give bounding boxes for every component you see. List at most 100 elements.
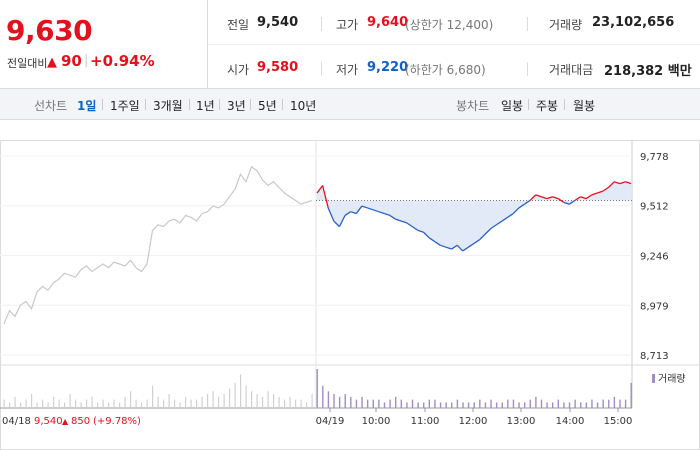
divider [219, 99, 220, 110]
volume-bar-today [350, 396, 352, 408]
volume-bar-prev-day [113, 399, 115, 408]
series-segment-today [327, 207, 335, 222]
amount-label: 거래대금 [549, 63, 594, 77]
period-10-year[interactable]: 10년 [290, 99, 317, 113]
period-5-year[interactable]: 5년 [258, 99, 277, 113]
divider [189, 99, 190, 110]
volume-bar-today [490, 399, 492, 408]
volume-bar-prev-day [245, 385, 247, 408]
volume-bar-prev-day [97, 402, 99, 408]
series-segment-today [529, 194, 537, 201]
divider [282, 99, 283, 110]
volume-bar-today [608, 399, 610, 408]
volume-bar-prev-day [201, 396, 203, 408]
series-segment-today [344, 211, 352, 216]
period-3-year[interactable]: 3년 [227, 99, 246, 113]
divider [528, 99, 529, 110]
series-segment-today [400, 220, 407, 224]
series-segment-today [585, 194, 593, 200]
prev-day-change-label: 850 [71, 416, 90, 427]
divider [527, 62, 528, 76]
x-tick-label: 14:00 [556, 416, 585, 427]
volume-bar-today [596, 402, 599, 408]
volume-bar-prev-day [69, 394, 71, 408]
volume-bar-prev-day [141, 402, 143, 408]
series-segment-today [384, 212, 391, 217]
period-1-year[interactable]: 1년 [196, 99, 215, 113]
series-segment-today [440, 244, 447, 248]
candle-monthly[interactable]: 월봉 [573, 99, 596, 113]
series-segment-today [473, 239, 480, 244]
period-1-week[interactable]: 1주일 [110, 99, 140, 113]
y-tick-label: 9,778 [640, 152, 669, 163]
volume-bar-prev-day [179, 402, 181, 408]
volume-bar-prev-day [218, 396, 220, 408]
x-tick-label: 12:00 [459, 416, 488, 427]
prev-close-label: 전일 [227, 18, 250, 32]
volume-bar-today [473, 402, 475, 408]
candle-daily[interactable]: 일봉 [501, 99, 524, 113]
volume-bar-prev-day [130, 391, 132, 408]
y-tick-label: 9,512 [640, 202, 669, 213]
volume-bar-today [624, 399, 627, 408]
series-segment-today [479, 233, 486, 241]
volume-bar-today [546, 402, 548, 408]
volume-bar-prev-day [152, 385, 154, 408]
volume-bar-prev-day [135, 399, 137, 408]
high-label: 고가 [336, 18, 359, 32]
volume-bar-today [479, 399, 481, 408]
volume-bar-prev-day [289, 396, 291, 408]
volume-bar-prev-day [311, 394, 313, 408]
candle-weekly[interactable]: 주봉 [536, 99, 559, 113]
change-value: 90 [61, 52, 82, 70]
volume-bar-prev-day [119, 402, 121, 408]
volume-bar-prev-day [108, 402, 110, 408]
x-tick-label: 10:00 [362, 416, 391, 427]
open-label: 시가 [227, 63, 250, 77]
series-segment-today [552, 196, 559, 200]
y-tick-label: 8,979 [640, 301, 669, 312]
volume-bar-prev-day [262, 396, 264, 408]
series-segment-today [350, 211, 357, 215]
volume-bar-today [535, 396, 537, 408]
volume-bar-today [378, 399, 380, 408]
open-value: 9,580 [257, 60, 299, 75]
series-segment-today [496, 220, 503, 226]
divider [250, 99, 251, 110]
volume-bar-today [613, 396, 616, 408]
volume-bar-today [417, 402, 419, 408]
volume-bar-today [501, 402, 503, 408]
amount-value: 218,382 백만 [604, 64, 692, 79]
line-chart-label: 선차트 [34, 99, 68, 113]
volume-bar-today [355, 399, 358, 408]
volume-bar-prev-day [91, 396, 93, 408]
volume-bar-today [467, 402, 470, 408]
x-tick-label: 13:00 [507, 416, 536, 427]
volume-bar-today [540, 399, 543, 408]
series-segment-today [541, 196, 548, 200]
series-segment-today [451, 244, 458, 250]
divider [321, 62, 322, 76]
divider [102, 99, 103, 110]
volume-bar-today [523, 402, 526, 408]
volume-bar-prev-day [251, 391, 253, 408]
series-segment-today [417, 229, 424, 233]
series-segment-today [580, 196, 587, 200]
upper-limit: (상한가 12,400) [405, 18, 494, 32]
volume-bar-today [366, 399, 369, 408]
period-3-month[interactable]: 3개월 [153, 99, 183, 113]
volume-legend-label: 거래량 [658, 373, 686, 385]
series-segment-today [367, 207, 374, 211]
series-segment-today [602, 186, 609, 192]
up-arrow-icon: ▲ [62, 417, 69, 426]
x-tick-label: 11:00 [411, 416, 440, 427]
volume-bar-today [333, 394, 335, 408]
volume-bar-prev-day [20, 402, 22, 408]
period-1-day[interactable]: 1일 [77, 99, 97, 113]
divider [321, 17, 322, 31]
series-segment-today [625, 181, 632, 185]
volume-bar-prev-day [295, 399, 297, 408]
divider [564, 99, 565, 110]
series-segment-today [490, 224, 497, 230]
volume-bar-prev-day [190, 399, 192, 408]
